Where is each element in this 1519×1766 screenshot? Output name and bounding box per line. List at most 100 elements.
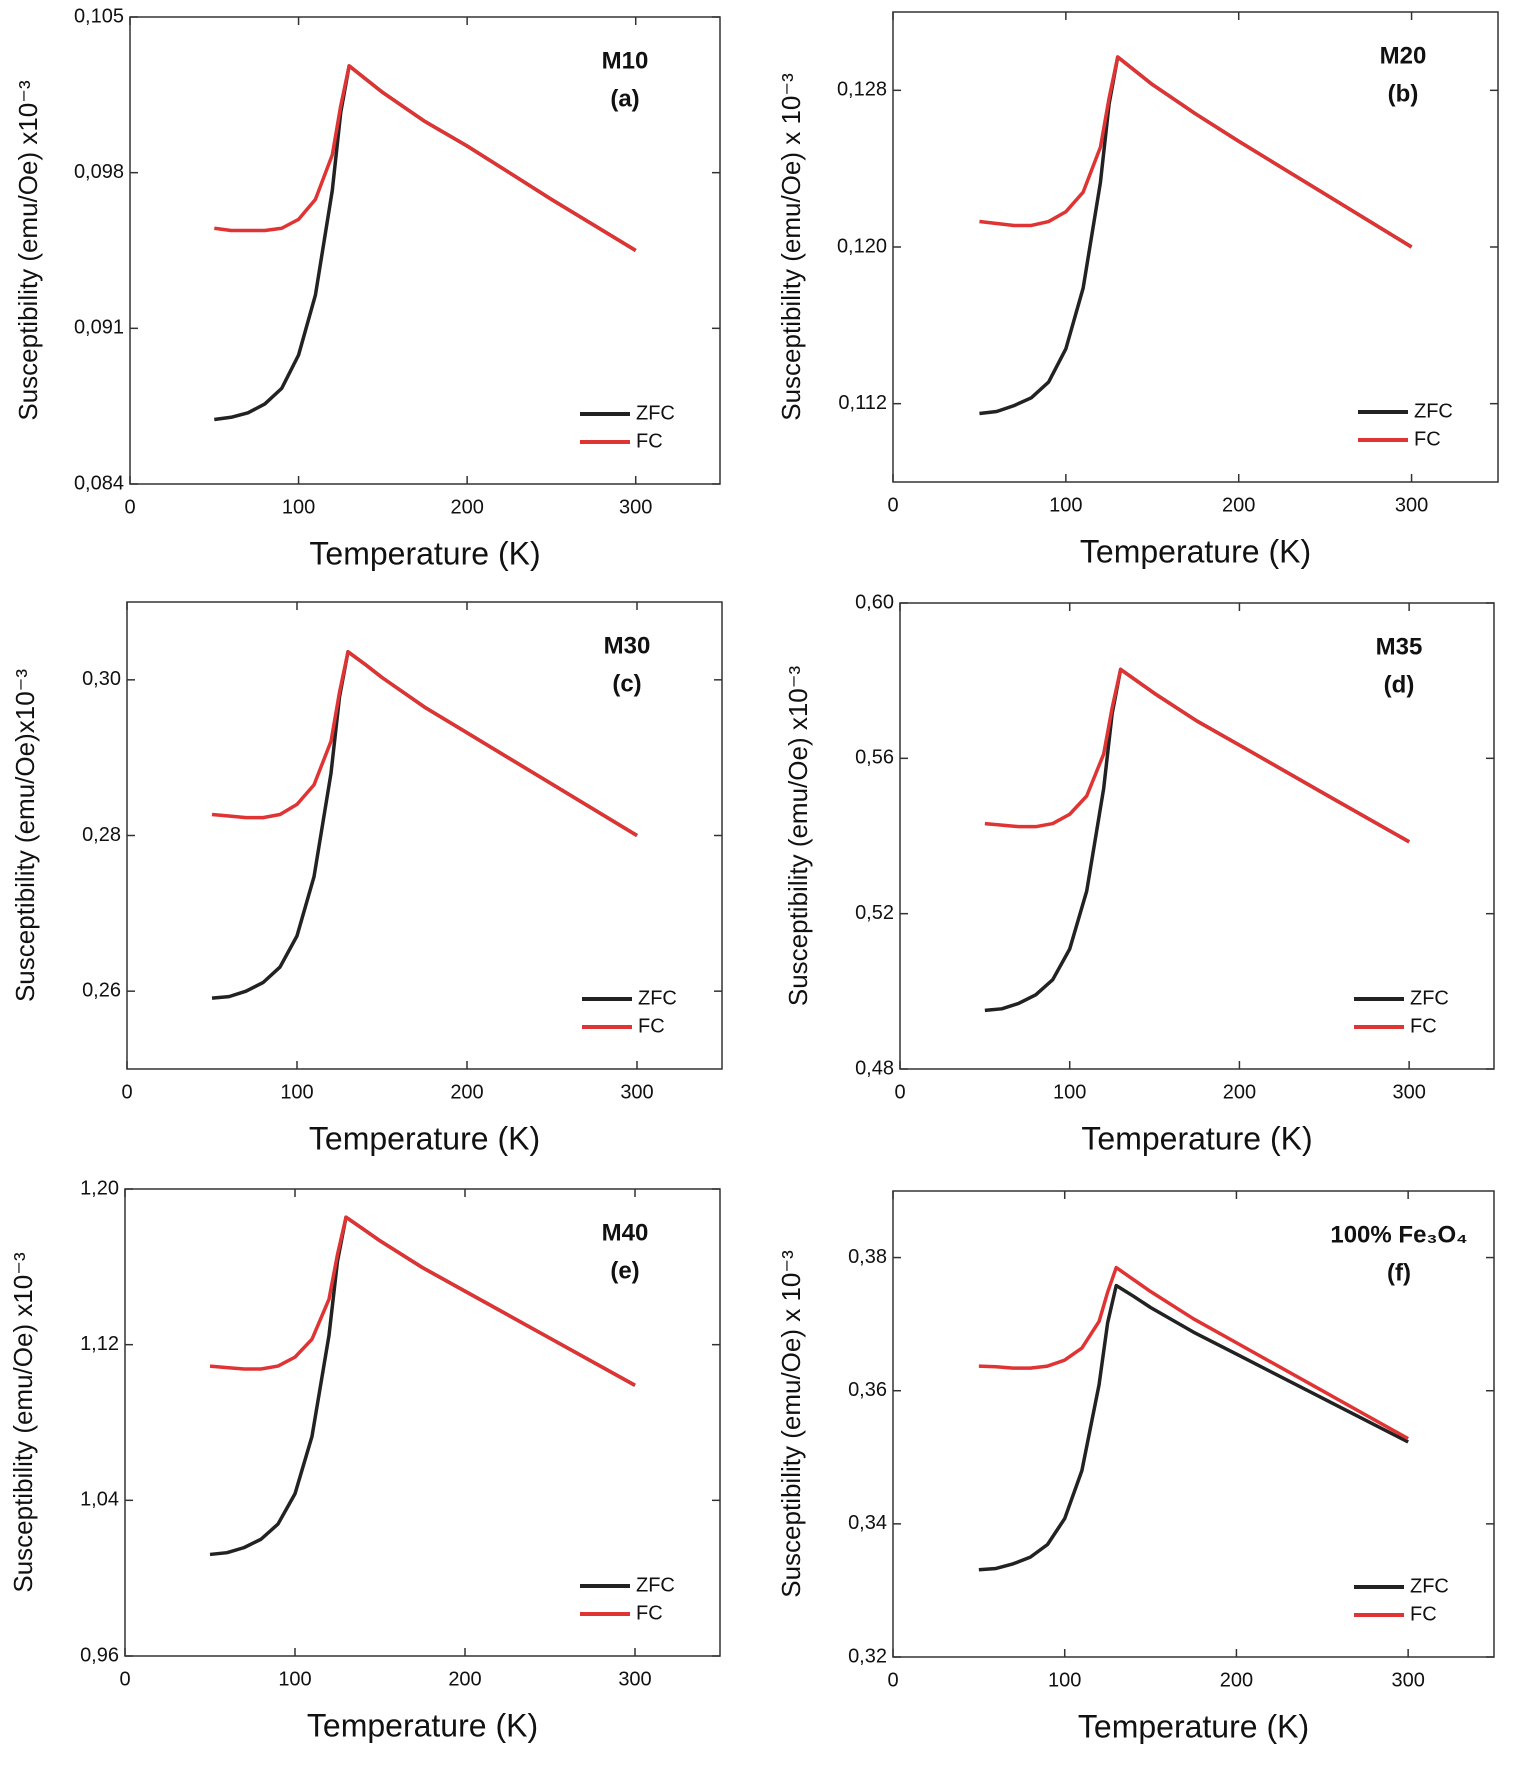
x-axis-label: Temperature (K) xyxy=(1080,533,1311,569)
plot-frame xyxy=(129,16,721,485)
x-tick-label: 0 xyxy=(887,494,898,516)
y-tick-label: 0,30 xyxy=(82,668,121,690)
x-tick-label: 100 xyxy=(1048,1669,1081,1691)
x-axis-label: Temperature (K) xyxy=(309,1120,540,1156)
x-tick-label: 300 xyxy=(1395,494,1428,516)
panel-title: M30 xyxy=(604,632,651,659)
legend-label: ZFC xyxy=(638,987,677,1009)
y-tick-label: 0,32 xyxy=(848,1645,887,1667)
legend-label: ZFC xyxy=(636,1574,675,1596)
y-tick-label: 0,48 xyxy=(855,1057,894,1079)
series-line xyxy=(979,55,1413,249)
panel-title: M40 xyxy=(602,1219,649,1246)
legend-label: ZFC xyxy=(636,402,675,424)
y-tick-label: 0,36 xyxy=(848,1379,887,1401)
y-tick-label: 0,28 xyxy=(82,824,121,846)
panel-title: M35 xyxy=(1376,633,1423,660)
y-tick-label: 0,26 xyxy=(82,979,121,1001)
x-tick-label: 300 xyxy=(1392,1081,1425,1103)
y-tick-label: 1,12 xyxy=(80,1333,119,1355)
y-tick-label: 0,112 xyxy=(838,392,887,414)
plot-frame xyxy=(892,1190,1495,1658)
panel-subtitle: (e) xyxy=(610,1257,639,1284)
x-tick-label: 200 xyxy=(1223,1081,1256,1103)
panel-title: M20 xyxy=(1380,42,1427,69)
y-tick-label: 0,091 xyxy=(74,317,124,339)
x-tick-label: 300 xyxy=(618,1668,651,1690)
plot-frame xyxy=(124,1188,721,1657)
chart-panel: 0 100 200 300 0,084 0,091 0,098 0,105 Temperatur… xyxy=(13,5,721,571)
series-line xyxy=(214,64,637,422)
legend-label: FC xyxy=(1414,428,1441,450)
series-line xyxy=(214,64,637,252)
panel-subtitle: (a) xyxy=(610,85,639,112)
x-tick-label: 100 xyxy=(280,1081,313,1103)
x-tick-label: 300 xyxy=(1391,1669,1424,1691)
y-tick-label: 0,38 xyxy=(848,1246,887,1268)
y-axis-label: Susceptibility (emu/Oe) x10⁻³ xyxy=(783,666,813,1007)
plot-frame xyxy=(899,602,1495,1070)
x-tick-label: 300 xyxy=(619,496,652,518)
legend-label: FC xyxy=(636,430,663,452)
series-line xyxy=(209,1215,636,1387)
panel-subtitle: (c) xyxy=(612,670,641,697)
x-tick-label: 200 xyxy=(450,1081,483,1103)
y-axis-label: Susceptibility (emu/Oe) x10⁻³ xyxy=(13,80,43,421)
y-tick-label: 0,128 xyxy=(837,79,887,101)
y-axis-label: Susceptibility (emu/Oe)x10⁻³ xyxy=(10,669,40,1002)
legend-label: ZFC xyxy=(1410,987,1449,1009)
y-tick-label: 1,20 xyxy=(80,1177,119,1199)
x-tick-label: 0 xyxy=(124,496,135,518)
y-tick-label: 0,56 xyxy=(855,747,894,769)
series-line xyxy=(211,650,638,837)
x-tick-label: 200 xyxy=(448,1668,481,1690)
legend-label: FC xyxy=(636,1602,663,1624)
x-tick-label: 200 xyxy=(1220,1669,1253,1691)
legend-label: ZFC xyxy=(1410,1575,1449,1597)
panel-subtitle: (d) xyxy=(1384,671,1415,698)
panel-subtitle: (b) xyxy=(1388,80,1419,107)
x-tick-label: 0 xyxy=(887,1669,898,1691)
x-tick-label: 100 xyxy=(1049,494,1082,516)
x-tick-label: 100 xyxy=(282,496,315,518)
y-axis-label: Susceptibility (emu/Oe) x10⁻³ xyxy=(8,1252,38,1593)
x-tick-label: 0 xyxy=(121,1081,132,1103)
series-line xyxy=(978,1283,1409,1572)
y-tick-label: 0,96 xyxy=(80,1644,119,1666)
y-tick-label: 0,120 xyxy=(837,235,887,257)
y-tick-label: 0,52 xyxy=(855,902,894,924)
legend-label: FC xyxy=(1410,1015,1437,1037)
y-axis-label: Susceptibility (emu/Oe) x 10⁻³ xyxy=(776,1250,806,1598)
x-axis-label: Temperature (K) xyxy=(1078,1708,1309,1744)
chart-panel: 0 100 200 300 0,112 0,120 0,128 Temperature (K)… xyxy=(776,11,1499,569)
x-axis-label: Temperature (K) xyxy=(1081,1120,1312,1156)
x-tick-label: 200 xyxy=(450,496,483,518)
series-line xyxy=(984,667,1411,844)
y-axis-label: Susceptibility (emu/Oe) x 10⁻³ xyxy=(776,73,806,421)
y-tick-label: 0,098 xyxy=(74,161,124,183)
chart-panel: 0 100 200 300 0,26 0,28 0,30 Temperature (K) Sus… xyxy=(10,601,723,1156)
x-axis-label: Temperature (K) xyxy=(307,1707,538,1743)
x-tick-label: 0 xyxy=(119,1668,130,1690)
series-line xyxy=(211,650,638,1000)
y-tick-label: 1,04 xyxy=(80,1489,119,1511)
x-tick-label: 200 xyxy=(1222,494,1255,516)
y-tick-label: 0,084 xyxy=(74,472,124,494)
legend-label: FC xyxy=(1410,1603,1437,1625)
y-tick-label: 0,34 xyxy=(848,1512,887,1534)
legend-label: FC xyxy=(638,1015,665,1037)
chart-panel: 0 100 200 300 0,96 1,04 1,12 1,20 Temperature (K… xyxy=(8,1177,721,1743)
x-axis-label: Temperature (K) xyxy=(309,535,540,571)
x-tick-label: 100 xyxy=(1053,1081,1086,1103)
x-tick-label: 0 xyxy=(894,1081,905,1103)
panel-title: M10 xyxy=(602,47,649,74)
y-tick-label: 0,105 xyxy=(74,5,124,27)
series-line xyxy=(979,55,1413,416)
chart-panel: 0 100 200 300 0,48 0,52 0,56 0,60 Temperature (K… xyxy=(783,591,1495,1156)
x-tick-label: 100 xyxy=(278,1668,311,1690)
x-tick-label: 300 xyxy=(620,1081,653,1103)
y-tick-label: 0,60 xyxy=(855,591,894,613)
legend-label: ZFC xyxy=(1414,400,1453,422)
chart-panel: 0 100 200 300 0,32 0,34 0,36 0,38 Temperature (K… xyxy=(776,1190,1495,1744)
